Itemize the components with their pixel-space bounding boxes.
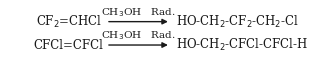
Text: CFCl=CFCl: CFCl=CFCl xyxy=(34,39,104,52)
Text: HO-CH$_2$-CF$_2$-CH$_2$-Cl: HO-CH$_2$-CF$_2$-CH$_2$-Cl xyxy=(176,14,299,30)
Text: CH$_3$OH   Rad.: CH$_3$OH Rad. xyxy=(101,6,176,19)
Text: CF$_2$=CHCl: CF$_2$=CHCl xyxy=(36,14,102,30)
Text: HO-CH$_2$-CFCl-CFCl-H: HO-CH$_2$-CFCl-CFCl-H xyxy=(176,37,308,53)
Text: CH$_3$OH   Rad.: CH$_3$OH Rad. xyxy=(101,30,176,42)
